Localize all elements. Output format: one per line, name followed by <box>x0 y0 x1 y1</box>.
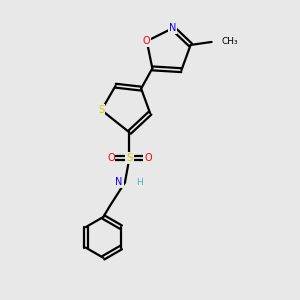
Text: S: S <box>126 153 133 163</box>
Text: N: N <box>116 178 123 188</box>
Text: CH₃: CH₃ <box>221 38 238 46</box>
Text: N: N <box>169 23 177 33</box>
Text: H: H <box>136 178 143 187</box>
Text: O: O <box>144 153 152 163</box>
Text: O: O <box>107 153 115 163</box>
Text: S: S <box>98 105 105 115</box>
Text: O: O <box>143 36 151 46</box>
